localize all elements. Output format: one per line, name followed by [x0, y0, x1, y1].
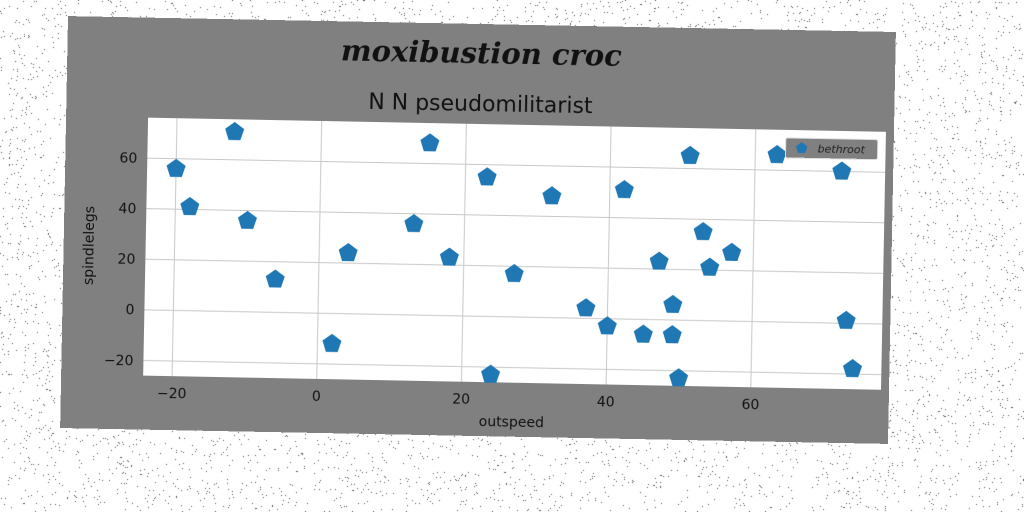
- x-grid-line: [750, 129, 757, 388]
- data-point: [481, 364, 501, 383]
- data-point: [225, 121, 245, 141]
- data-point: [420, 133, 440, 152]
- legend-box: [784, 137, 879, 161]
- legend-marker-bethroot: [795, 142, 808, 154]
- data-point: [633, 324, 653, 343]
- data-point: [663, 294, 683, 313]
- x-axis-label: outspeed: [479, 414, 545, 431]
- data-point: [166, 158, 186, 178]
- x-tick-label: 0: [312, 389, 321, 405]
- data-point: [842, 359, 863, 378]
- data-point: [767, 145, 787, 164]
- y-tick-label: −20: [104, 353, 134, 370]
- x-grid-line: [460, 123, 467, 382]
- x-grid-line: [605, 126, 612, 385]
- data-point: [597, 316, 617, 335]
- plot-area: [143, 117, 886, 390]
- data-point: [832, 161, 852, 180]
- y-grid-line: [147, 157, 886, 173]
- data-point: [477, 167, 497, 186]
- y-grid-line: [146, 208, 885, 224]
- data-point: [542, 186, 562, 205]
- scatter-plot: −20 0 20 40 60 −20 0 20 40 60 outspeed spindlele…: [81, 117, 886, 431]
- data-points: [166, 121, 863, 387]
- y-axis-label: spindlelegs: [81, 206, 99, 285]
- x-tick-label: 60: [741, 397, 759, 413]
- data-point: [669, 368, 689, 387]
- data-point: [322, 333, 342, 353]
- legend-label-bethroot: bethroot: [817, 143, 865, 157]
- data-point: [836, 310, 856, 329]
- data-point: [439, 247, 459, 266]
- legend: bethroot: [784, 137, 879, 161]
- data-point: [649, 251, 669, 270]
- x-grid-line: [316, 120, 323, 379]
- data-point: [693, 222, 713, 241]
- x-tick-label: 20: [452, 392, 470, 408]
- y-tick-labels: −20 0 20 40 60: [104, 151, 138, 370]
- data-point: [576, 298, 596, 317]
- data-point: [265, 269, 285, 288]
- y-grid-line: [144, 309, 883, 325]
- y-tick-label: 0: [125, 302, 134, 318]
- data-point: [180, 196, 200, 216]
- y-tick-label: 60: [119, 151, 137, 167]
- y-grid-line: [143, 359, 882, 376]
- data-point: [680, 145, 700, 165]
- data-point: [338, 243, 358, 262]
- data-point: [614, 180, 634, 199]
- grid-lines: [143, 118, 886, 388]
- y-tick-label: 20: [117, 252, 135, 268]
- x-tick-labels: −20 0 20 40 60: [157, 386, 760, 414]
- data-point: [404, 213, 424, 233]
- data-point: [504, 263, 524, 283]
- data-point: [700, 257, 720, 276]
- x-tick-label: −20: [157, 386, 187, 403]
- figure: moxibustion croc N N pseudomilitarist −2…: [60, 16, 896, 444]
- data-point: [662, 325, 682, 344]
- x-tick-label: 40: [597, 394, 615, 410]
- data-point: [722, 242, 742, 261]
- data-point: [237, 210, 257, 229]
- y-tick-label: 40: [118, 201, 136, 217]
